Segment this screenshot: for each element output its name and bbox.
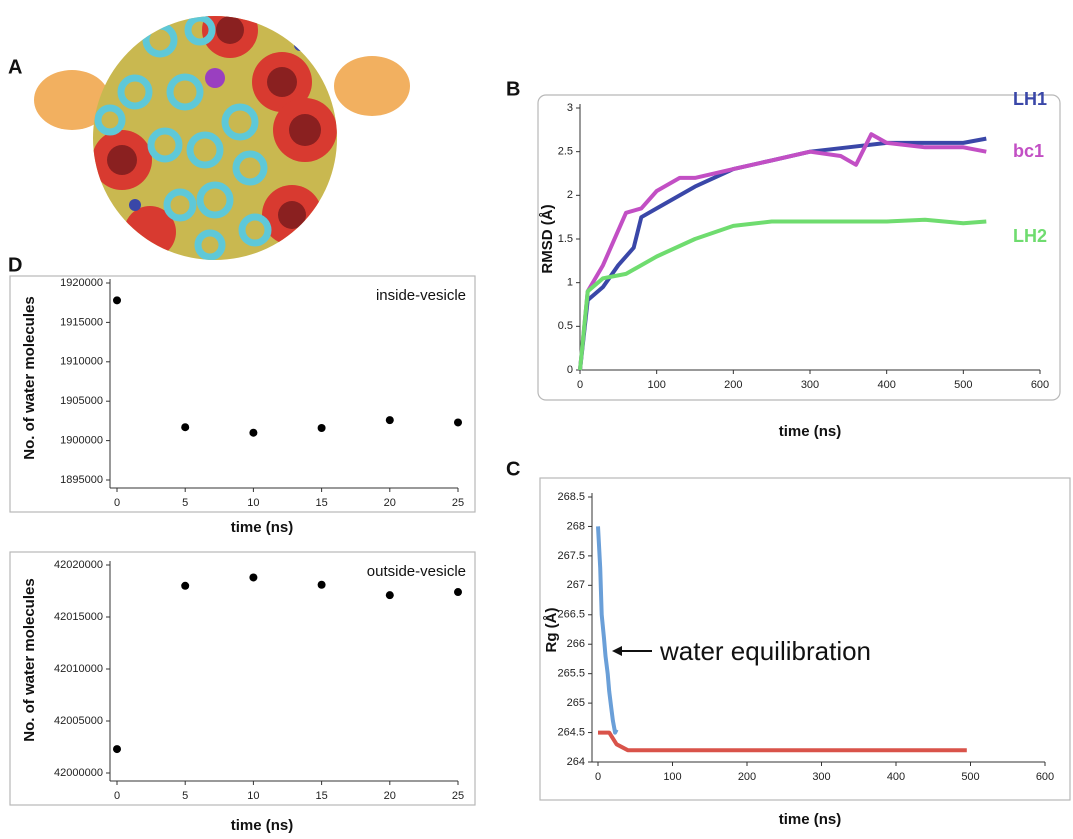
x-axis-label: time (ns)	[779, 811, 842, 828]
annotation: water equilibration	[659, 636, 871, 666]
y-tick-label: 3	[567, 102, 573, 114]
series-label: bc1	[1013, 141, 1044, 161]
x-tick-label: 400	[877, 379, 895, 391]
x-axis-label: time (ns)	[231, 519, 294, 536]
data-line	[578, 136, 987, 371]
y-tick-label: 42020000	[54, 559, 103, 571]
data-line	[598, 730, 967, 753]
x-tick-label: 0	[595, 771, 601, 783]
x-tick-label: 500	[954, 379, 972, 391]
data-point	[317, 423, 326, 432]
y-tick-label: 267.5	[557, 550, 585, 562]
y-tick-label: 265	[567, 697, 585, 709]
y-tick-label: 266	[567, 638, 585, 650]
y-tick-label: 265.5	[557, 668, 585, 680]
y-axis-label: RMSD (Å)	[539, 204, 556, 273]
data-point	[385, 591, 394, 600]
y-tick-label: 42010000	[54, 663, 103, 675]
x-tick-label: 20	[384, 790, 396, 802]
x-tick-label: 20	[384, 497, 396, 509]
y-tick-label: 2.5	[558, 146, 573, 158]
x-axis-label: time (ns)	[779, 423, 842, 440]
x-tick-label: 300	[801, 379, 819, 391]
x-tick-label: 0	[114, 790, 120, 802]
y-tick-label: 0.5	[558, 320, 573, 332]
x-tick-label: 25	[452, 790, 464, 802]
arrow-head	[612, 646, 622, 656]
y-tick-label: 267	[567, 579, 585, 591]
y-tick-label: 1895000	[60, 474, 103, 486]
data-point	[113, 296, 121, 305]
x-axis-label: time (ns)	[231, 817, 294, 834]
y-tick-label: 1910000	[60, 356, 103, 368]
data-point	[113, 745, 121, 754]
x-tick-label: 600	[1031, 379, 1049, 391]
data-point	[454, 588, 462, 597]
x-tick-label: 10	[247, 790, 259, 802]
y-tick-label: 264.5	[557, 726, 585, 738]
y-tick-label: 1.5	[558, 233, 573, 245]
data-point	[181, 423, 190, 432]
x-tick-label: 600	[1036, 771, 1054, 783]
y-axis-label: Rg (Å)	[543, 608, 560, 653]
y-axis-label: No. of water molecules	[21, 578, 38, 741]
x-tick-label: 200	[724, 379, 742, 391]
y-tick-label: 268	[567, 520, 585, 532]
y-axis-label: No. of water molecules	[21, 296, 38, 459]
y-tick-label: 1905000	[60, 395, 103, 407]
x-tick-label: 300	[812, 771, 830, 783]
y-tick-label: 42005000	[54, 715, 103, 727]
panel-label: B	[506, 78, 520, 100]
x-tick-label: 400	[887, 771, 905, 783]
y-tick-label: 42015000	[54, 611, 103, 623]
data-point	[249, 428, 258, 437]
x-tick-label: 100	[663, 771, 681, 783]
y-tick-label: 264	[567, 756, 585, 768]
chart-title: outside-vesicle	[367, 563, 466, 580]
panel-label: D	[8, 254, 22, 276]
y-tick-label: 2	[567, 189, 573, 201]
data-point	[249, 573, 258, 582]
x-tick-label: 15	[315, 497, 327, 509]
y-tick-label: 1915000	[60, 316, 103, 328]
y-tick-label: 1900000	[60, 435, 103, 447]
x-tick-label: 200	[738, 771, 756, 783]
data-line	[578, 132, 987, 371]
data-point	[181, 581, 190, 590]
y-tick-label: 0	[567, 364, 573, 376]
x-tick-label: 100	[647, 379, 665, 391]
y-tick-label: 268.5	[557, 491, 585, 503]
data-line	[578, 217, 987, 371]
x-tick-label: 25	[452, 497, 464, 509]
x-tick-label: 5	[182, 497, 188, 509]
vesicle-image	[34, 16, 410, 260]
series-label: LH1	[1013, 89, 1047, 109]
panel-frame	[9, 275, 476, 513]
data-point	[385, 416, 394, 425]
y-tick-label: 266.5	[557, 609, 585, 621]
x-tick-label: 5	[182, 790, 188, 802]
x-tick-label: 500	[961, 771, 979, 783]
series-label: LH2	[1013, 226, 1047, 246]
y-tick-label: 1	[567, 277, 573, 289]
data-line	[596, 526, 619, 735]
panel-frame	[537, 94, 1061, 401]
data-point	[317, 580, 326, 589]
panel-label: A	[8, 56, 22, 78]
panel-frame	[9, 551, 476, 806]
y-tick-label: 42000000	[54, 767, 103, 779]
x-tick-label: 0	[114, 497, 120, 509]
x-tick-label: 0	[577, 379, 583, 391]
data-point	[454, 418, 462, 427]
chart-title: inside-vesicle	[376, 287, 466, 304]
panel-label: C	[506, 458, 520, 480]
x-tick-label: 10	[247, 497, 259, 509]
y-tick-label: 1920000	[60, 277, 103, 289]
panel-frame	[539, 477, 1071, 801]
x-tick-label: 15	[315, 790, 327, 802]
